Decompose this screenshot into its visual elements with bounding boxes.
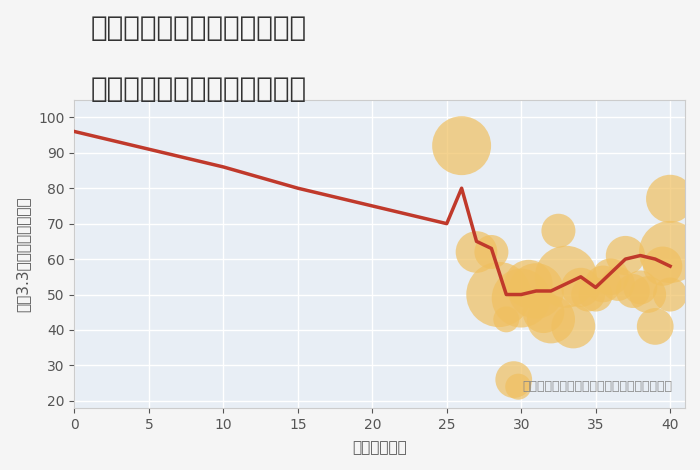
Point: [575, 284, 587, 291]
Point: [664, 291, 676, 298]
Text: 円の大きさは、取引のあった物件面積を示す: 円の大きさは、取引のあった物件面積を示す: [523, 380, 673, 392]
Point: [523, 280, 534, 288]
Point: [582, 291, 594, 298]
Point: [538, 308, 549, 316]
Y-axis label: 坪（3.3㎡）単価（万円）: 坪（3.3㎡）単価（万円）: [15, 196, 30, 312]
Point: [494, 291, 505, 298]
Point: [471, 248, 482, 256]
Point: [635, 284, 646, 291]
Point: [664, 248, 676, 256]
Point: [512, 383, 524, 391]
Text: 築年数別中古マンション価格: 築年数別中古マンション価格: [91, 75, 307, 103]
Point: [486, 248, 497, 256]
Point: [553, 227, 564, 235]
Point: [531, 287, 542, 295]
Point: [598, 280, 609, 288]
Point: [664, 195, 676, 203]
Point: [456, 142, 467, 149]
Point: [620, 252, 631, 259]
Point: [612, 280, 624, 288]
Point: [627, 287, 638, 295]
Point: [605, 273, 616, 281]
Point: [500, 315, 512, 323]
Point: [516, 294, 527, 302]
Point: [590, 291, 601, 298]
Point: [568, 323, 579, 330]
Point: [508, 376, 519, 384]
Text: 兵庫県西宮市上ヶ原山田町の: 兵庫県西宮市上ヶ原山田町の: [91, 14, 307, 42]
Point: [642, 291, 653, 298]
Point: [560, 273, 571, 281]
Point: [545, 315, 557, 323]
Point: [650, 323, 661, 330]
X-axis label: 築年数（年）: 築年数（年）: [352, 440, 407, 455]
Point: [657, 262, 668, 270]
